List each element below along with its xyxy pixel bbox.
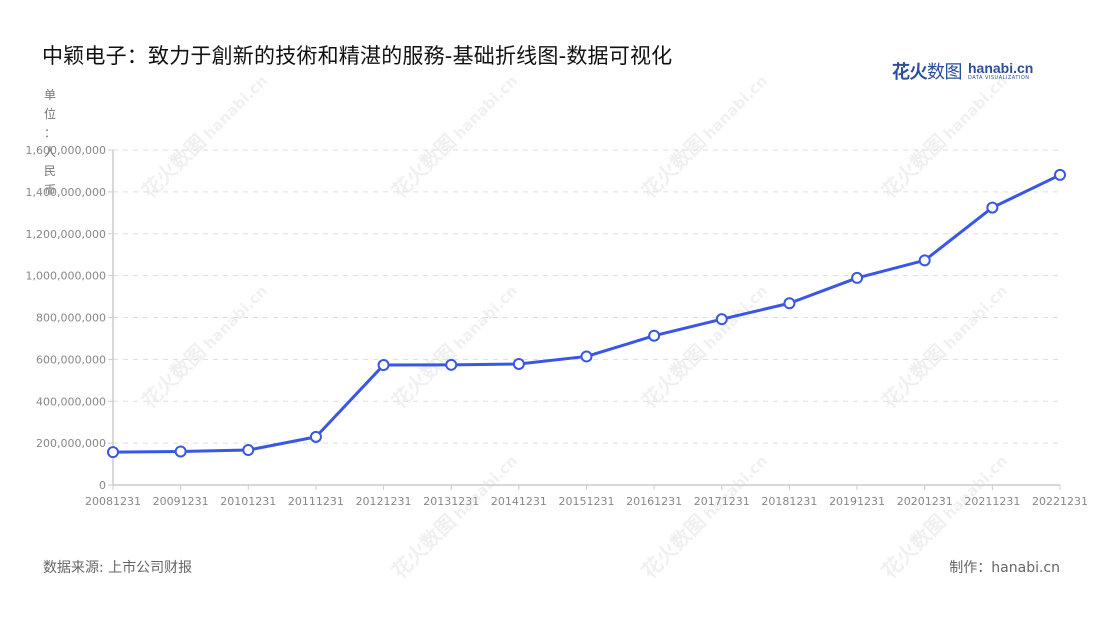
data-point[interactable] [242, 444, 255, 457]
y-tick-label: 400,000,000 [36, 395, 106, 408]
data-point[interactable] [783, 297, 796, 310]
logo-en: hanabi.cn DATA VISUALIZATION [968, 60, 1034, 81]
data-point[interactable] [377, 359, 390, 372]
x-tick-label: 20161231 [626, 495, 682, 508]
x-tick-label: 20191231 [829, 495, 885, 508]
x-tick-label: 20201231 [897, 495, 953, 508]
y-tick-label: 1,600,000,000 [26, 144, 106, 157]
data-point[interactable] [715, 313, 728, 326]
y-tick-label: 600,000,000 [36, 353, 106, 366]
data-line [112, 173, 1061, 454]
x-tick-label: 20221231 [1032, 495, 1088, 508]
credit-link[interactable]: 制作：hanabi.cn [949, 560, 1060, 576]
x-tick-label: 20211231 [964, 495, 1020, 508]
data-point[interactable] [648, 329, 661, 342]
logo-cn: 花火数图 [892, 62, 963, 83]
data-point[interactable] [1054, 168, 1066, 181]
data-point[interactable] [986, 201, 999, 214]
data-point[interactable] [918, 254, 931, 267]
data-point[interactable] [851, 271, 864, 284]
x-tick-label: 20151231 [559, 495, 615, 508]
data-point[interactable] [512, 357, 525, 370]
x-tick-label: 20171231 [694, 495, 750, 508]
x-tick-label: 20131231 [423, 495, 479, 508]
y-tick-label: 1,000,000,000 [26, 270, 106, 283]
x-tick-label: 20111231 [288, 495, 344, 508]
y-tick-label: 200,000,000 [36, 437, 106, 450]
x-tick-label: 20121231 [356, 495, 412, 508]
y-tick-label: 1,200,000,000 [26, 228, 106, 241]
data-point[interactable] [580, 350, 593, 363]
x-tick-label: 20181231 [761, 495, 817, 508]
x-tick-label: 20091231 [153, 495, 209, 508]
data-source: 数据来源: 上市公司财报 [43, 560, 193, 576]
y-axis-unit-label: 单位：人民币 [43, 88, 56, 197]
data-point[interactable] [174, 445, 187, 458]
data-point[interactable] [445, 358, 458, 371]
x-tick-label: 20081231 [85, 495, 141, 508]
data-point[interactable] [107, 446, 119, 459]
x-tick-label: 20141231 [491, 495, 547, 508]
x-tick-label: 20101231 [220, 495, 276, 508]
y-tick-label: 1,400,000,000 [26, 186, 106, 199]
y-tick-label: 800,000,000 [36, 312, 106, 325]
data-point[interactable] [309, 430, 322, 443]
chart-title: 中颖电子：致力于創新的技術和精湛的服務-基础折线图-数据可视化 [42, 44, 673, 68]
hanabi-logo: 花火数图 hanabi.cn DATA VISUALIZATION [892, 58, 1033, 84]
y-tick-label: 0 [99, 479, 106, 492]
